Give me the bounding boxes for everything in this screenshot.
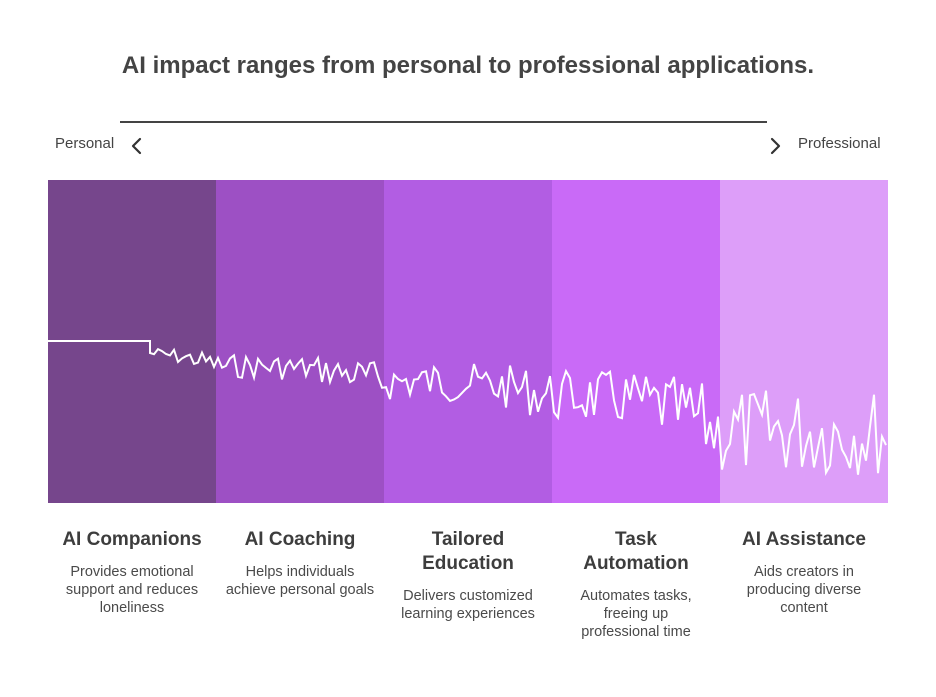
column-description: Automates tasks, freeing up professional… (580, 588, 692, 640)
column-task-automation: Task Automation Automates tasks, freeing… (552, 528, 720, 641)
column-ai-companions: AI Companions Provides emotional support… (48, 528, 216, 617)
column-description: Delivers customized learning experiences (401, 588, 535, 622)
column-ai-assistance: AI Assistance Aids creators in producing… (720, 528, 888, 617)
chevron-left-icon (131, 137, 142, 155)
axis-label-professional: Professional (798, 135, 881, 152)
segment-ai-assistance (720, 180, 888, 503)
column-title: AI Companions (62, 529, 202, 550)
column-title: AI Assistance (742, 529, 866, 550)
axis-line (120, 121, 767, 123)
column-description: Helps individuals achieve personal goals (225, 564, 375, 598)
column-description: Aids creators in producing diverse conte… (746, 564, 862, 616)
column-title: Tailored Education (422, 529, 514, 574)
spectrum-svg (48, 180, 888, 503)
column-title: AI Coaching (244, 529, 356, 550)
signal-waveform (48, 340, 887, 476)
page-title: AI impact ranges from personal to profes… (121, 52, 815, 79)
column-ai-coaching: AI Coaching Helps individuals achieve pe… (216, 528, 384, 599)
column-tailored-education: Tailored Education Delivers customized l… (384, 528, 552, 623)
axis-label-personal: Personal (55, 135, 115, 152)
segment-task-automation (552, 180, 720, 503)
segment-tailored-education (384, 180, 552, 503)
column-title: Task Automation (583, 529, 689, 574)
spectrum-band (48, 180, 888, 503)
segment-ai-coaching (216, 180, 384, 503)
chevron-right-icon (770, 137, 781, 155)
column-description: Provides emotional support and reduces l… (65, 564, 199, 616)
